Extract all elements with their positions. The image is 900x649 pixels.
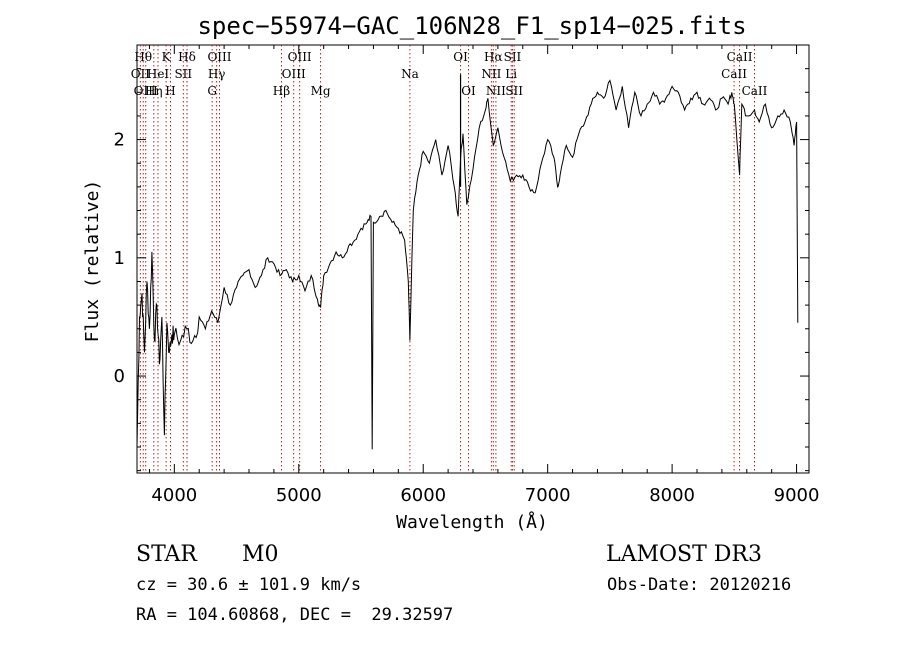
line-marker-label: CaII: [742, 84, 768, 98]
line-marker-label: OI: [461, 84, 476, 98]
line-marker-label: SII: [174, 67, 192, 81]
line-marker-labels: OIIHθOIIIHηHeIKHSIIHδGHγOIIIHβOIIIOIIIMg…: [131, 50, 768, 98]
line-marker-label: Mg: [311, 84, 331, 98]
line-marker-label: OI: [453, 50, 468, 64]
line-marker-label: Hη: [145, 84, 163, 98]
line-marker-label: Hγ: [208, 67, 226, 81]
x-tick-label: 6000: [400, 485, 446, 506]
line-marker-label: OII: [131, 67, 151, 81]
y-tick-label: 0: [114, 366, 125, 387]
line-marker-label: HeI: [147, 67, 170, 81]
line-marker-label: Li: [505, 67, 517, 81]
x-tick-label: 9000: [774, 485, 820, 506]
line-marker-label: Hβ: [273, 84, 290, 98]
chart-title: spec−55974−GAC_106N28_F1_sp14−025.fits: [197, 12, 746, 40]
survey-name: LAMOST DR3: [606, 542, 762, 567]
x-tick-label: 5000: [276, 485, 322, 506]
axes: 4000 5000 6000 7000 8000 9000 0 1 2: [114, 45, 820, 506]
redshift-text: cz = 30.6 ± 101.9 km/s: [136, 575, 361, 595]
line-marker-label: G: [207, 84, 217, 98]
line-marker-label: CaII: [727, 50, 753, 64]
line-marker-label: OIII: [207, 50, 231, 64]
line-marker-label: OIII: [288, 50, 312, 64]
line-marker-label: Na: [401, 67, 419, 81]
x-tick-label: 4000: [151, 485, 197, 506]
line-marker-label: NII: [481, 67, 501, 81]
line-markers: [139, 45, 755, 473]
x-axis-label: Wavelength (Å): [396, 511, 548, 533]
obs-date: Obs-Date: 20120216: [607, 575, 791, 595]
line-marker-label: Hα: [484, 50, 503, 64]
x-tick-label: 8000: [649, 485, 695, 506]
x-tick-label: 7000: [525, 485, 571, 506]
y-axis-label: Flux (relative): [82, 180, 103, 343]
plot-frame: [136, 44, 810, 474]
line-marker-label: Hδ: [178, 50, 196, 64]
line-marker-label: K: [162, 50, 172, 64]
line-marker-label: OIII: [134, 84, 158, 98]
line-marker-label: SII: [504, 50, 522, 64]
line-marker-label: Hθ: [134, 50, 152, 64]
y-tick-label: 2: [114, 130, 125, 151]
line-marker-label: H: [165, 84, 175, 98]
line-marker-label: OIII: [282, 67, 306, 81]
object-subclass: M0: [242, 542, 279, 567]
line-marker-label: CaII: [721, 67, 747, 81]
series-group: [136, 74, 799, 450]
series-line-0: [136, 79, 799, 450]
object-class: STAR: [136, 542, 198, 567]
line-marker-label: SII: [505, 84, 523, 98]
coordinates-text: RA = 104.60868, DEC = 29.32597: [136, 605, 453, 625]
y-tick-label: 1: [114, 248, 125, 269]
line-marker-label: NII: [486, 84, 506, 98]
